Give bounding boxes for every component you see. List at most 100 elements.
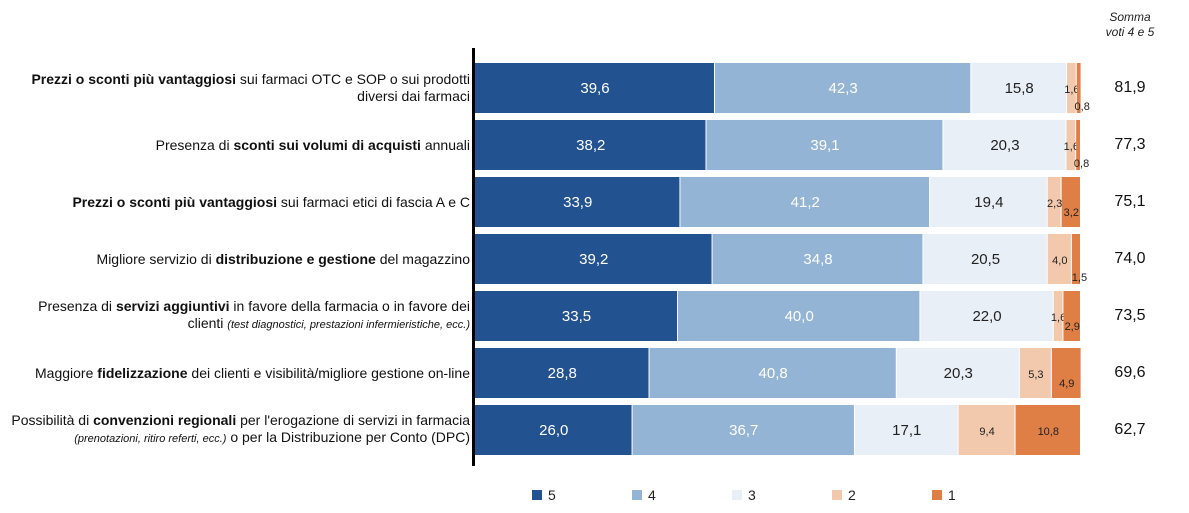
- category-label-text: o per la Distribuzione per Conto (DPC): [226, 429, 470, 445]
- bar-segment-1: [1015, 405, 1080, 455]
- category-label: Prezzi o sconti più vantaggiosi sui farm…: [10, 71, 470, 105]
- data-label: 1,6: [1064, 141, 1079, 153]
- bar-segment-2: [1053, 291, 1063, 341]
- bar-segment-5: [475, 177, 680, 227]
- bar-segment-1: [1076, 120, 1080, 170]
- data-label: 15,8: [1005, 80, 1034, 97]
- category-label-text: sui farmaci OTC e SOP o sui prodotti div…: [236, 71, 470, 104]
- data-label: 40,0: [785, 308, 814, 325]
- data-label: 19,4: [974, 194, 1003, 211]
- bar-segment-5: [475, 291, 678, 341]
- data-label: 39,1: [810, 137, 839, 154]
- category-label: Migliore servizio di distribuzione e ges…: [10, 251, 470, 268]
- bar-segment-4: [649, 348, 896, 398]
- category-label-text: Presenza di: [155, 136, 234, 153]
- data-label: 36,7: [729, 422, 758, 439]
- legend-item: 5: [532, 487, 556, 503]
- data-label: 17,1: [892, 422, 921, 439]
- data-label: 38,2: [576, 137, 605, 154]
- bar-segment-3: [920, 291, 1053, 341]
- data-label: 4,9: [1059, 378, 1074, 390]
- bar-segment-2: [1066, 120, 1076, 170]
- legend-item: 1: [932, 487, 956, 503]
- bar-segment-1: [1076, 63, 1081, 113]
- category-label-text: per l'erogazione di servizi in farmacia: [236, 412, 470, 428]
- data-label: 2,3: [1047, 198, 1062, 210]
- data-label: 26,0: [539, 422, 568, 439]
- category-label-text: in favore della farmacia o in favore dei…: [187, 298, 470, 331]
- bar-segment-2: [1067, 63, 1076, 113]
- bar-segment-1: [1071, 234, 1080, 284]
- bar-segment-2: [1047, 177, 1061, 227]
- data-label: 5,3: [1028, 369, 1043, 381]
- data-label: 22,0: [972, 308, 1001, 325]
- bar-segment-4: [712, 234, 923, 284]
- sum-value: 73,5: [1114, 307, 1146, 324]
- legend-item: 2: [832, 487, 856, 503]
- bar-segment-2: [1047, 234, 1071, 284]
- data-label: 33,9: [563, 194, 592, 211]
- data-label: 9,4: [979, 426, 994, 438]
- category-label-text: Prezzi o sconti più vantaggiosi: [31, 71, 237, 87]
- bar-segment-3: [854, 405, 958, 455]
- legend-item: 3: [732, 487, 756, 503]
- bar-segment-3: [943, 120, 1066, 170]
- category-label-text: dei clienti e visibilità/migliore gestio…: [187, 364, 470, 381]
- category-label-text: servizi aggiuntivi: [115, 298, 230, 314]
- data-label: 34,8: [803, 251, 832, 268]
- legend-swatch: [632, 490, 642, 500]
- data-label: 20,3: [944, 365, 973, 382]
- category-label-text: Possibilità di: [11, 412, 94, 428]
- legend-label: 2: [848, 487, 856, 503]
- data-label: 3,2: [1064, 207, 1079, 219]
- sum-title: Somma voti 4 e 5: [1105, 10, 1155, 39]
- data-label: 42,3: [829, 80, 858, 97]
- data-label: 33,5: [562, 308, 591, 325]
- category-label-text: Migliore servizio di: [96, 250, 216, 267]
- category-label-text: sconti sui volumi di acquisti: [233, 136, 421, 153]
- bar-segment-4: [680, 177, 930, 227]
- bar-segment-5: [475, 63, 714, 113]
- data-label: 20,5: [971, 251, 1000, 268]
- bar-segment-4: [714, 63, 971, 113]
- category-label: Presenza di servizi aggiuntivi in favore…: [10, 298, 470, 334]
- bar-segment-1: [1063, 291, 1080, 341]
- legend-label: 5: [548, 487, 556, 503]
- bar-segment-1: [1061, 177, 1080, 227]
- bar-segment-2: [1019, 348, 1051, 398]
- bar-segment-3: [971, 63, 1067, 113]
- bar-segment-5: [475, 348, 649, 398]
- bar-segment-3: [923, 234, 1047, 284]
- data-label: 1,6: [1064, 84, 1079, 96]
- y-axis-line: [472, 48, 475, 466]
- category-label: Possibilità di convenzioni regionali per…: [10, 412, 470, 448]
- data-label: 39,2: [579, 251, 608, 268]
- category-label-text: fidelizzazione: [97, 364, 188, 381]
- category-label-text: annuali: [420, 136, 470, 153]
- data-label: 10,8: [1038, 426, 1059, 438]
- bar-segment-3: [930, 177, 1047, 227]
- legend-swatch: [532, 490, 542, 500]
- sum-value: 81,9: [1114, 79, 1146, 96]
- bar-segment-4: [678, 291, 920, 341]
- bar-segment-2: [958, 405, 1015, 455]
- legend-swatch: [832, 490, 842, 500]
- sum-value: 62,7: [1114, 421, 1146, 438]
- legend-item: 4: [632, 487, 656, 503]
- legend-label: 1: [948, 487, 956, 503]
- data-label: 0,8: [1075, 101, 1090, 113]
- category-label: Presenza di sconti sui volumi di acquist…: [10, 137, 470, 154]
- legend-swatch: [732, 490, 742, 500]
- category-label-text: distribuzione e gestione: [215, 250, 376, 267]
- bar-segment-1: [1051, 348, 1081, 398]
- legend-label: 3: [748, 487, 756, 503]
- bar-segment-4: [706, 120, 943, 170]
- sum-value: 75,1: [1114, 193, 1146, 210]
- category-label-text: (test diagnostici, prestazioni infermier…: [227, 319, 470, 331]
- category-label: Prezzi o sconti più vantaggiosi sui farm…: [10, 194, 470, 211]
- category-label-text: Maggiore: [35, 364, 98, 381]
- category-label-text: (prenotazioni, ritiro referti, ecc.): [74, 433, 227, 445]
- data-label: 39,6: [580, 80, 609, 97]
